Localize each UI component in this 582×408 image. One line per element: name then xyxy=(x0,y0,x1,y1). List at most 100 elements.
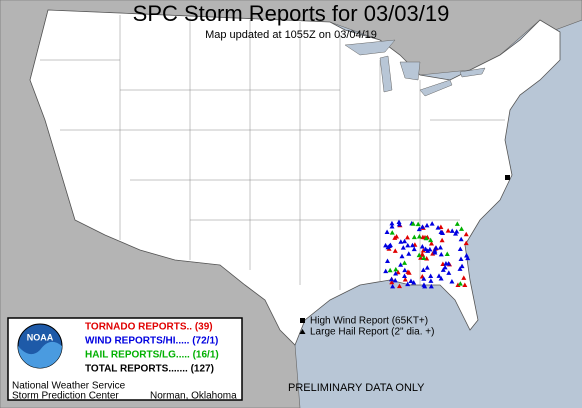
wind-report xyxy=(411,246,417,252)
tornado-report xyxy=(455,282,461,287)
wind-report xyxy=(438,251,444,257)
lake-huron xyxy=(399,61,421,81)
wind-report xyxy=(389,220,395,226)
wind-report xyxy=(429,221,435,226)
tornado-report xyxy=(394,234,400,239)
wind-report xyxy=(464,252,470,258)
wind-report xyxy=(383,268,389,274)
wind-report xyxy=(424,222,430,228)
hail-report xyxy=(393,266,399,272)
tornado-report xyxy=(405,269,411,274)
hail-legend: HAIL REPORTS/LG..... (16/1) xyxy=(85,350,219,361)
wind-report xyxy=(453,231,459,236)
wind-report xyxy=(389,276,395,282)
tornado-report xyxy=(445,228,451,233)
wind-report xyxy=(424,265,430,270)
wind-report xyxy=(459,263,465,269)
wind-report xyxy=(406,251,412,256)
tornado-report xyxy=(389,279,395,285)
wind-report xyxy=(457,266,463,271)
tornado-report xyxy=(395,269,401,275)
noaa-logo-text: NOAA xyxy=(27,332,54,342)
wind-report xyxy=(392,277,398,283)
tornado-report xyxy=(418,255,424,260)
hail-report xyxy=(416,234,422,239)
hail-report xyxy=(457,281,463,286)
wind-report xyxy=(419,224,425,229)
large-hail-legend: Large Hail Report (2" dia. +) xyxy=(310,327,434,338)
tornado-report xyxy=(438,224,444,229)
subtitle: Map updated at 1055Z on 03/04/19 xyxy=(205,29,377,41)
title: SPC Storm Reports for 03/03/19 xyxy=(133,1,450,26)
wind-report xyxy=(385,258,391,264)
tornado-legend: TORNADO REPORTS.. (39) xyxy=(85,322,213,333)
tornado-report xyxy=(428,240,434,246)
tornado-report xyxy=(463,231,469,237)
tornado-report xyxy=(419,251,425,257)
wind-report xyxy=(425,248,431,253)
wind-report xyxy=(440,230,446,235)
wind-report xyxy=(428,283,434,289)
office: National Weather Service xyxy=(12,381,126,392)
tornado-report xyxy=(392,248,398,253)
tornado-report xyxy=(404,234,410,240)
lake-superior xyxy=(344,39,396,56)
tornado-report xyxy=(430,251,436,256)
wind-report xyxy=(422,283,428,289)
wind-report xyxy=(419,244,425,249)
preliminary-note: PRELIMINARY DATA ONLY xyxy=(288,382,425,394)
wind-report xyxy=(446,270,452,275)
wind-report xyxy=(398,239,404,244)
wind-report xyxy=(399,253,405,259)
large-hail-symbol xyxy=(299,329,306,334)
wind-report xyxy=(420,267,426,273)
hail-report xyxy=(421,255,427,260)
wind-report xyxy=(410,242,416,248)
wind-report xyxy=(432,249,438,255)
wind-report xyxy=(428,278,434,283)
wind-report xyxy=(402,238,408,244)
great-lakes xyxy=(344,39,486,97)
high-wind-symbol xyxy=(300,318,305,323)
wind-report xyxy=(400,245,406,250)
wind-report xyxy=(402,273,408,278)
wind-report xyxy=(449,278,455,284)
wind-legend: WIND REPORTS/HI..... (72/1) xyxy=(85,336,218,347)
report-markers xyxy=(383,219,471,289)
hail-report xyxy=(423,235,429,241)
wind-report xyxy=(443,261,449,266)
total-legend: TOTAL REPORTS....... (127) xyxy=(85,364,214,375)
wind-report xyxy=(393,271,399,276)
wind-report xyxy=(398,262,404,267)
hail-report xyxy=(387,267,393,273)
location: Norman, Oklahoma xyxy=(150,391,237,402)
hail-report xyxy=(428,237,434,243)
hail-report xyxy=(459,226,465,231)
hail-report xyxy=(454,221,460,226)
wind-report xyxy=(390,283,396,289)
high-wind-legend: High Wind Report (65KT+) xyxy=(310,316,428,327)
wind-report xyxy=(442,264,448,270)
wind-report xyxy=(435,225,441,230)
hail-report xyxy=(415,221,421,227)
wind-report xyxy=(408,278,414,283)
wind-report xyxy=(389,223,395,229)
hail-report xyxy=(389,230,395,235)
wind-report xyxy=(405,242,411,248)
wind-report xyxy=(458,256,464,261)
lake-erie xyxy=(419,79,453,97)
wind-report xyxy=(396,219,402,225)
tornado-report xyxy=(420,248,426,253)
wind-report xyxy=(465,255,471,261)
tornado-report xyxy=(461,275,467,280)
wind-report xyxy=(383,242,389,248)
hail-report xyxy=(402,260,408,265)
state-borders xyxy=(40,15,505,290)
hail-report xyxy=(411,234,417,240)
wind-report xyxy=(449,228,455,233)
wind-report xyxy=(438,276,444,281)
wind-report xyxy=(436,273,442,278)
border-lines xyxy=(40,15,505,290)
